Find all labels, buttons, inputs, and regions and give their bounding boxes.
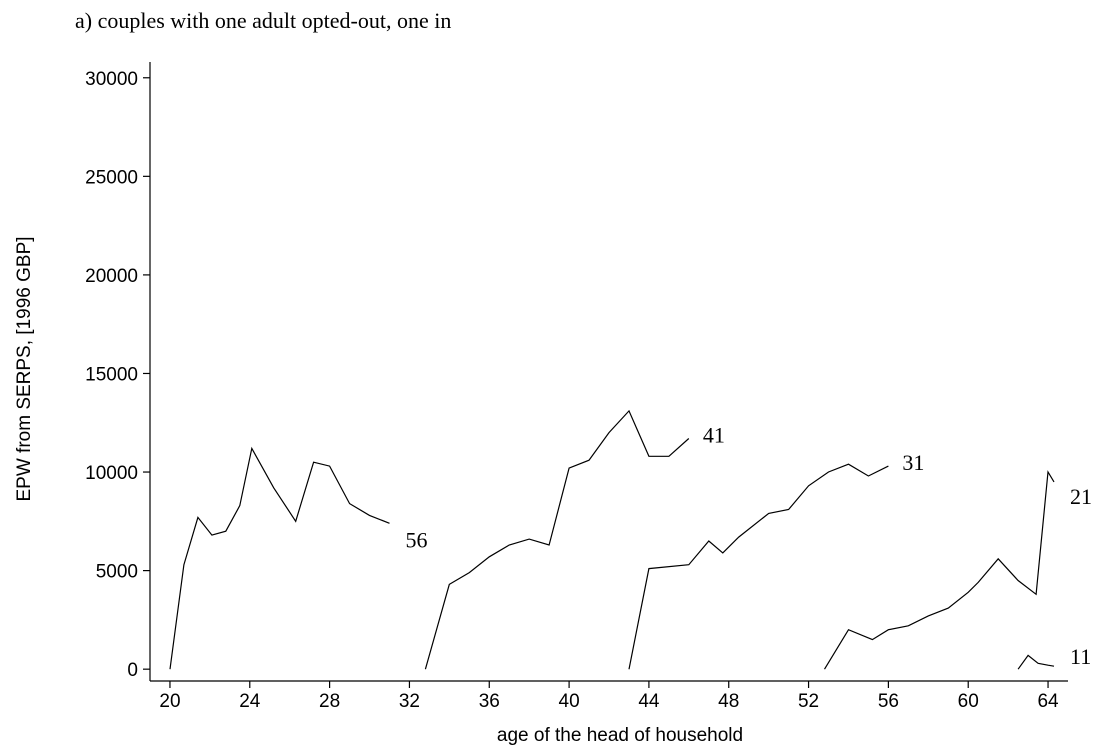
x-tick-label: 52 xyxy=(798,691,819,712)
x-tick-label: 40 xyxy=(559,691,580,712)
y-tick-label: 5000 xyxy=(96,562,138,583)
series-label-11: 11 xyxy=(1070,644,1091,669)
y-tick-label: 25000 xyxy=(85,167,138,188)
y-tick-label: 0 xyxy=(127,660,138,681)
x-tick-label: 64 xyxy=(1037,691,1059,712)
x-axis-label: age of the head of household xyxy=(497,725,743,746)
x-tick-label: 20 xyxy=(159,691,180,712)
series-label-56: 56 xyxy=(405,527,427,552)
x-tick-label: 24 xyxy=(239,691,261,712)
series-line-11 xyxy=(1017,654,1055,670)
series-line-21 xyxy=(823,470,1055,670)
series-label-21: 21 xyxy=(1070,484,1092,509)
y-tick-label: 30000 xyxy=(85,69,138,90)
y-tick-label: 20000 xyxy=(85,266,138,287)
x-tick-label: 32 xyxy=(399,691,420,712)
x-tick-label: 44 xyxy=(638,691,660,712)
y-ticks: 0 5000 10000 15000 20000 25000 30000 xyxy=(85,69,150,681)
x-tick-label: 28 xyxy=(319,691,340,712)
axes xyxy=(149,62,1068,682)
series-group: 56 41 31 21 11 xyxy=(169,409,1092,670)
series-line-31 xyxy=(628,463,889,670)
series-label-31: 31 xyxy=(902,450,924,475)
x-tick-label: 60 xyxy=(958,691,979,712)
x-ticks: 20 24 28 32 36 40 44 48 52 56 60 64 xyxy=(159,681,1059,712)
series-label-41: 41 xyxy=(703,423,725,448)
series-line-56 xyxy=(169,446,390,670)
y-tick-label: 10000 xyxy=(85,463,138,484)
chart-title: a) couples with one adult opted-out, one… xyxy=(75,8,451,33)
x-tick-label: 56 xyxy=(878,691,899,712)
x-tick-label: 36 xyxy=(479,691,500,712)
y-axis-label: EPW from SERPS, [1996 GBP] xyxy=(14,236,35,501)
x-tick-label: 48 xyxy=(718,691,739,712)
series-line-41 xyxy=(424,409,690,670)
y-tick-label: 15000 xyxy=(85,364,138,385)
